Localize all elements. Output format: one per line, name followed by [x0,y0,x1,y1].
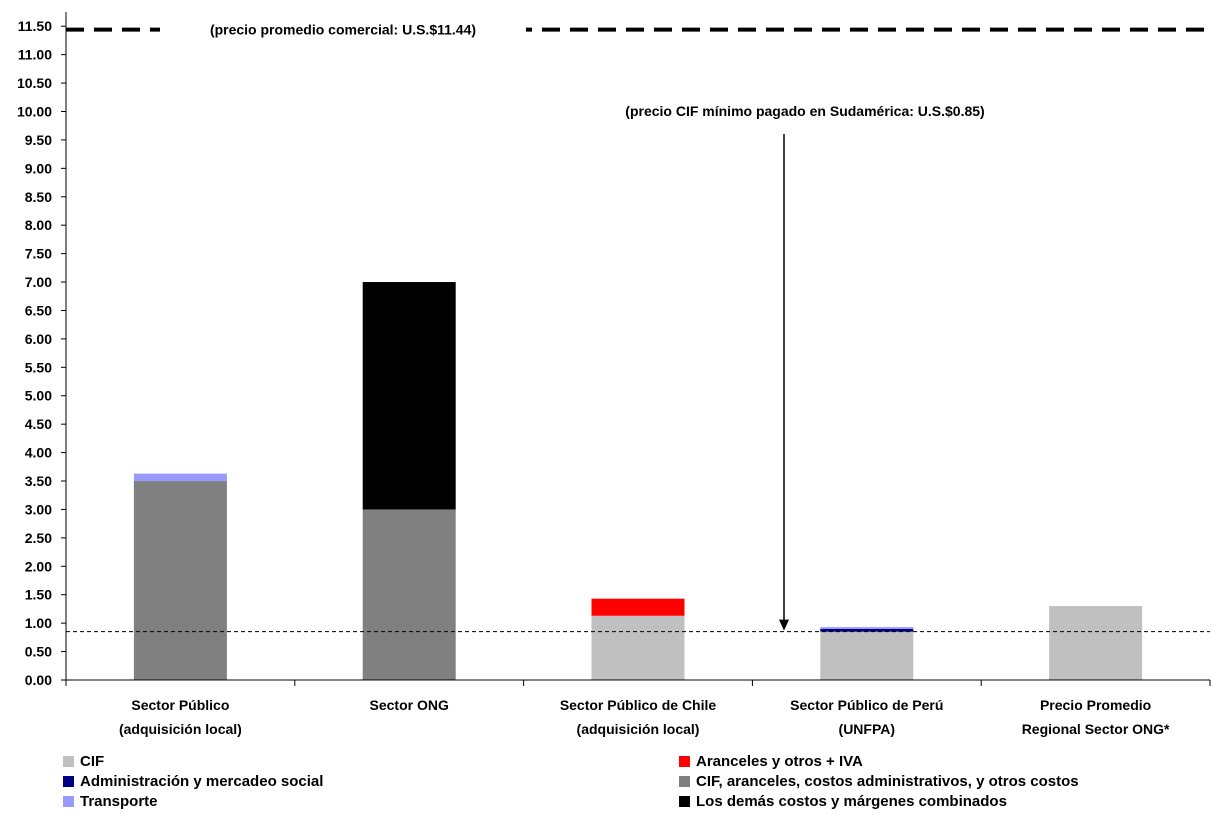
y-tick-label: 0.00 [25,672,52,688]
x-category-label: (adquisición local) [119,721,242,737]
y-tick-label: 1.50 [25,587,52,603]
y-tick-label: 9.50 [25,132,52,148]
legend-item-cif-otros: CIF, aranceles, costos administrativos, … [679,772,1079,792]
bar-cif [820,631,914,680]
y-tick-label: 3.00 [25,501,52,517]
x-category-label: (UNFPA) [839,721,896,737]
bars [133,282,1143,680]
legend-swatch-administracion [63,776,74,787]
legend-swatch-transporte [63,796,74,807]
legend-swatch-cif [63,756,74,767]
legend-label-aranceles: Aranceles y otros + IVA [696,753,863,770]
y-tick-label: 4.00 [25,445,52,461]
commercial-price-label: (precio promedio comercial: U.S.$11.44) [210,22,476,38]
y-tick-label: 3.50 [25,473,52,489]
min-cif-price-label: (precio CIF mínimo pagado en Sudamérica:… [625,103,984,119]
x-category-label: Sector ONG [370,697,449,713]
legend-label-cif: CIF [80,753,105,770]
x-category-label: Precio Promedio [1040,697,1151,713]
legend-label-demas-costos: Los demás costos y márgenes combinados [696,793,1007,810]
bar-cif-otros [362,509,456,680]
y-tick-label: 4.50 [25,416,52,432]
y-tick-label: 5.50 [25,359,52,375]
legend: CIF Aranceles y otros + IVA Administraci… [0,752,1214,815]
x-category-label: (adquisición local) [577,721,700,737]
y-tick-label: 9.00 [25,160,52,176]
legend-item-transporte: Transporte [63,792,158,812]
reference-lines: (precio promedio comercial: U.S.$11.44) … [66,19,1212,633]
stacked-bar-chart: 0.00 0.50 1.00 1.50 2.00 2.50 3.00 3.50 4.00 4.50… [17,12,1212,737]
y-tick-label: 8.50 [25,189,52,205]
bar-cif [1049,606,1143,680]
y-tick-label: 7.00 [25,274,52,290]
legend-label-transporte: Transporte [80,793,158,810]
x-category-label: Sector Público de Perú [790,697,943,713]
bar-cif [591,615,685,680]
commercial-price-label-bg [160,19,526,40]
y-tick-label: 6.00 [25,331,52,347]
y-tick-label: 2.50 [25,530,52,546]
bar-cif-otros [133,481,227,680]
y-tick-label: 7.50 [25,246,52,262]
y-axis: 0.00 0.50 1.00 1.50 2.00 2.50 3.00 3.50 4.00 4.50… [17,12,67,688]
y-tick-label: 8.00 [25,217,52,233]
legend-label-administracion: Administración y mercadeo social [80,773,324,790]
bar-aranceles [591,598,685,616]
y-tick-label: 10.00 [17,103,52,119]
y-tick-label: 1.00 [25,615,52,631]
y-tick-label: 11.00 [18,47,52,63]
y-tick-label: 2.00 [25,558,52,574]
x-axis: Sector Público (adquisición local) Sector … [65,679,1211,737]
legend-item-cif: CIF [63,752,104,772]
y-tick-label: 10.50 [17,75,52,91]
x-category-label: Sector Público [131,697,229,713]
legend-item-demas-costos: Los demás costos y márgenes combinados [679,792,1007,812]
y-tick-label: 11.50 [18,18,52,34]
bar-administracion [820,628,914,632]
legend-swatch-aranceles [679,756,690,767]
legend-item-aranceles: Aranceles y otros + IVA [679,752,863,772]
bar-demas-costos [362,282,456,510]
y-tick-label: 6.50 [25,302,52,318]
legend-swatch-cif-otros [679,776,690,787]
x-category-label: Regional Sector ONG* [1022,721,1170,737]
min-cif-arrow-head [779,619,789,631]
y-tick-label: 5.00 [25,388,52,404]
x-category-label: Sector Público de Chile [560,697,717,713]
legend-swatch-demas-costos [679,796,690,807]
y-tick-label: 0.50 [25,644,52,660]
legend-label-cif-otros: CIF, aranceles, costos administrativos, … [696,773,1079,790]
legend-item-administracion: Administración y mercadeo social [63,772,323,792]
bar-transporte [133,473,227,482]
bar-transporte [820,627,914,629]
